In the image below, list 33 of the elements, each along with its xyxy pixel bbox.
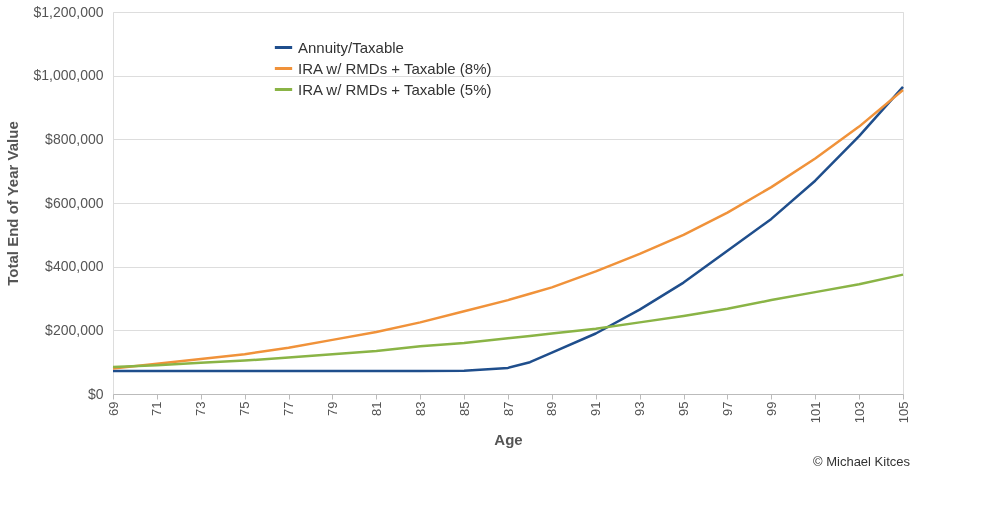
x-tick-label: 69 <box>105 401 121 416</box>
x-tick-label: 71 <box>149 401 165 416</box>
x-tick-label: 89 <box>544 401 560 416</box>
x-axis-title: Age <box>494 431 523 449</box>
x-tick-label: 95 <box>676 401 692 416</box>
x-tick-label: 85 <box>456 401 472 416</box>
legend-label: IRA w/ RMDs + Taxable (8%) <box>298 59 492 77</box>
legend-label: Annuity/Taxable <box>298 38 404 56</box>
x-tick-label: 83 <box>412 401 428 416</box>
text: © Michael Kitces <box>813 453 911 469</box>
y-tick-label: $200,000 <box>45 321 104 338</box>
x-tick-label: 91 <box>588 401 604 416</box>
x-tick-label: 77 <box>281 401 297 416</box>
x-tick-label: 73 <box>193 401 209 416</box>
x-tick-label: 97 <box>719 401 735 416</box>
x-tick-label: 103 <box>851 401 867 424</box>
line-series <box>111 273 905 369</box>
legend-label: IRA w/ RMDs + Taxable (5%) <box>298 80 492 98</box>
y-tick-label: $400,000 <box>45 258 104 275</box>
x-tick-label: 101 <box>807 401 823 424</box>
x-tick-label: 75 <box>237 401 253 416</box>
y-tick-label: $1,200,000 <box>33 3 104 20</box>
y-tick-label: $800,000 <box>45 130 104 147</box>
x-tick-label: 87 <box>500 401 516 416</box>
y-axis-title: Total End of Year Value <box>4 121 22 286</box>
y-tick-label: $0 <box>87 385 104 402</box>
x-tick-label: 81 <box>368 401 384 416</box>
y-tick-label: $600,000 <box>45 194 104 211</box>
x-tick-label: 105 <box>895 401 911 424</box>
x-tick-label: 99 <box>763 401 779 416</box>
y-tick-label: $1,000,000 <box>33 67 104 84</box>
x-tick-label: 79 <box>324 401 340 416</box>
x-tick-label: 93 <box>632 401 648 416</box>
